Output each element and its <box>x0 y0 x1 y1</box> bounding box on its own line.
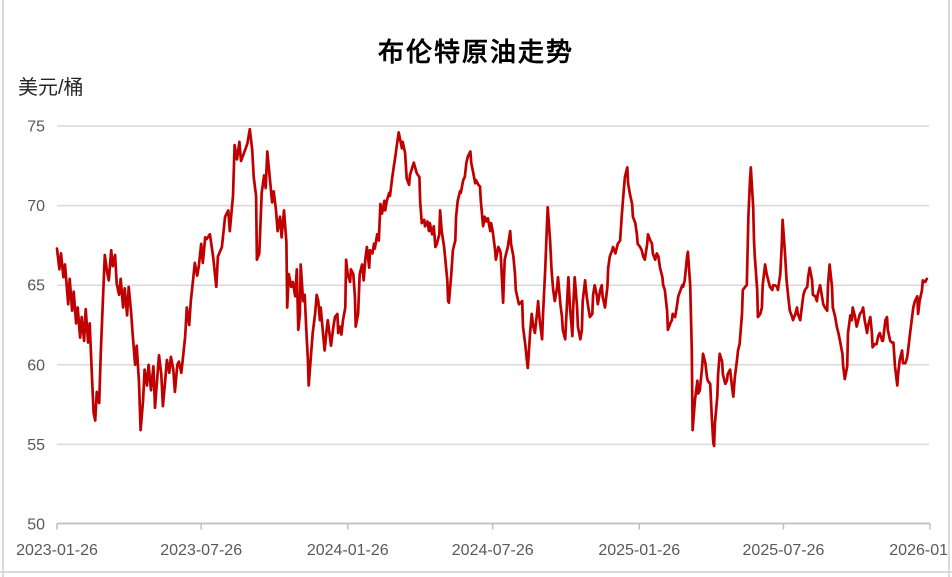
price-line <box>55 127 929 448</box>
chart-title: 布伦特原油走势 <box>377 37 574 67</box>
y-tick-label: 55 <box>27 437 45 454</box>
x-tick-label: 2023-07-26 <box>160 542 242 559</box>
x-tick-label: 2025-07-26 <box>743 542 825 559</box>
x-tick-label: 2026-01 <box>889 542 948 559</box>
y-tick-label: 60 <box>27 357 45 374</box>
y-tick-label: 70 <box>27 198 45 215</box>
y-axis-unit-label: 美元/桶 <box>18 77 84 99</box>
y-tick-label: 50 <box>27 517 45 534</box>
x-tick-label: 2024-07-26 <box>452 542 534 559</box>
x-tick-label: 2024-01-26 <box>307 542 389 559</box>
x-tick-label: 2025-01-26 <box>598 542 680 559</box>
x-tick-label: 2023-01-26 <box>16 542 98 559</box>
y-tick-label: 65 <box>27 278 45 295</box>
bottom-border-line <box>0 571 952 573</box>
y-tick-label: 75 <box>27 119 45 136</box>
right-border-line <box>948 0 950 577</box>
left-border-line <box>2 0 4 577</box>
